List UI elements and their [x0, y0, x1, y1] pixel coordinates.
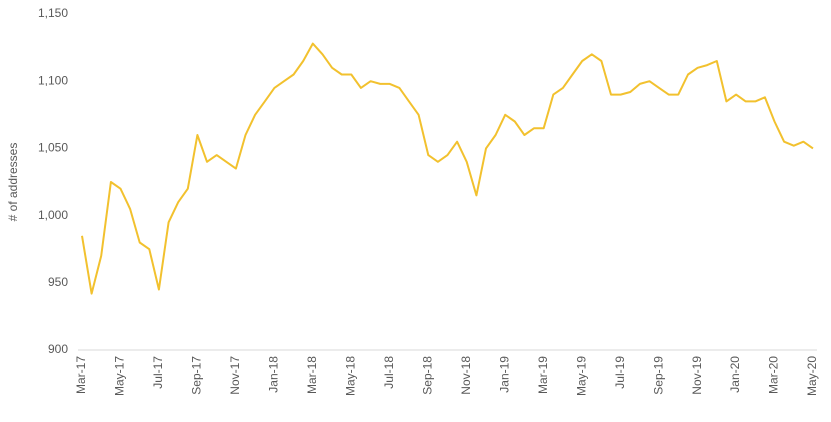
- x-tick-label: May-18: [343, 356, 357, 396]
- x-tick-label: Jul-18: [382, 356, 396, 389]
- x-tick-label: Mar-17: [74, 356, 88, 394]
- x-tick-label: Sep-17: [190, 356, 204, 395]
- y-tick-label: 950: [48, 275, 68, 289]
- x-tick-label: May-19: [574, 356, 588, 396]
- x-tick-label: May-20: [805, 356, 819, 396]
- line: [81, 42, 814, 295]
- x-tick-label: Nov-18: [459, 356, 473, 395]
- x-tick-label: Jan-20: [728, 356, 742, 393]
- y-axis-label: # of addresses: [6, 143, 20, 222]
- x-tick-label: Jan-18: [267, 356, 281, 393]
- y-tick-label: 1,000: [38, 208, 68, 222]
- x-tick-label: May-17: [113, 356, 127, 396]
- x-tick-label: Jul-17: [151, 356, 165, 389]
- x-tick-label: Jul-19: [613, 356, 627, 389]
- x-tick-label: Nov-19: [690, 356, 704, 395]
- x-tick-label: Sep-19: [651, 356, 665, 395]
- x-tick-label: Nov-17: [228, 356, 242, 395]
- x-tick-label: Jan-19: [497, 356, 511, 393]
- x-tick-label: Mar-19: [536, 356, 550, 394]
- y-tick-label: 1,050: [38, 141, 68, 155]
- x-tick-label: Mar-18: [305, 356, 319, 394]
- y-tick-label: 1,100: [38, 73, 68, 87]
- y-tick-label: 900: [48, 342, 68, 356]
- x-tick-label: Mar-20: [767, 356, 781, 394]
- y-tick-label: 1,150: [38, 6, 68, 20]
- x-tick-label: Sep-18: [420, 356, 434, 395]
